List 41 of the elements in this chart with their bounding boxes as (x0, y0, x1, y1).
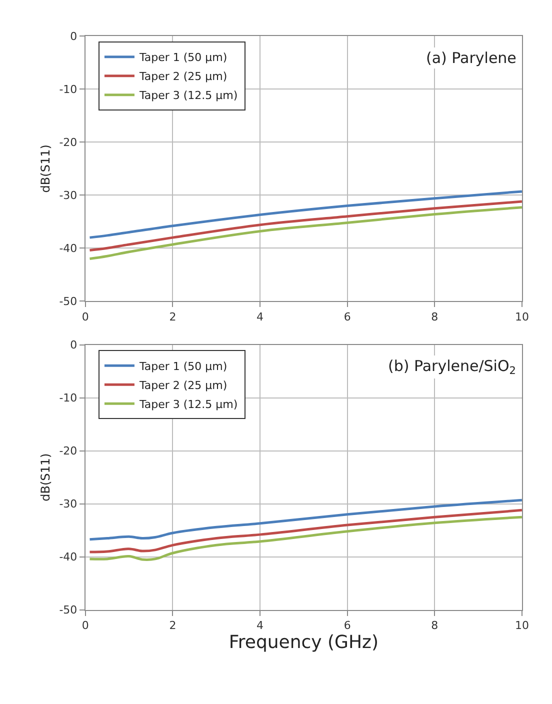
legend-label: Taper 2 (25 µm) (138, 378, 228, 392)
x-tick-label: 2 (169, 310, 176, 324)
line-series (88, 206, 522, 260)
y-tick-label: -20 (59, 136, 78, 149)
x-tick-label: 6 (344, 310, 351, 324)
annotation: (b) Parylene/SiO$_{2}$ (388, 357, 516, 378)
line-series (88, 200, 522, 252)
y-tick-label: -40 (59, 242, 78, 256)
legend-label: Taper 1 (50 µm) (138, 360, 228, 373)
line-series (88, 190, 522, 239)
x-axis-title: Frequency (GHz) (228, 632, 379, 654)
legend-label: Taper 3 (12.5 µm) (138, 89, 238, 102)
y-tick-label: -40 (59, 550, 78, 564)
y-tick-label: -30 (59, 498, 78, 511)
x-tick-label: 10 (514, 310, 529, 324)
line-series (88, 516, 522, 561)
y-axis-title: dB(S11) (38, 144, 53, 193)
x-tick-label: 2 (169, 619, 176, 632)
x-tick-label: 6 (344, 619, 351, 632)
line-series (88, 498, 522, 541)
y-tick-label: -30 (59, 189, 78, 202)
x-tick-label: 8 (431, 310, 438, 324)
line-series (88, 508, 522, 554)
legend-label: Taper 3 (12.5 µm) (138, 398, 238, 411)
y-axis-title: dB(S11) (38, 453, 53, 502)
x-tick-label: 10 (514, 619, 529, 632)
x-tick-label: 8 (431, 619, 438, 632)
x-tick-label: 4 (256, 619, 264, 632)
y-tick-label: 0 (70, 338, 78, 352)
y-tick-label: -10 (59, 392, 78, 405)
y-tick-label: -50 (59, 604, 78, 617)
y-tick-label: -50 (59, 295, 78, 308)
y-tick-label: -10 (59, 82, 78, 96)
y-tick-label: -20 (59, 444, 78, 458)
x-tick-label: 0 (82, 310, 89, 324)
y-tick-label: 0 (70, 30, 78, 43)
annotation: (a) Parylene (426, 49, 516, 67)
legend-label: Taper 2 (25 µm) (138, 70, 228, 84)
x-tick-label: 0 (82, 619, 89, 632)
x-tick-label: 4 (256, 310, 264, 324)
legend-label: Taper 1 (50 µm) (138, 51, 228, 64)
